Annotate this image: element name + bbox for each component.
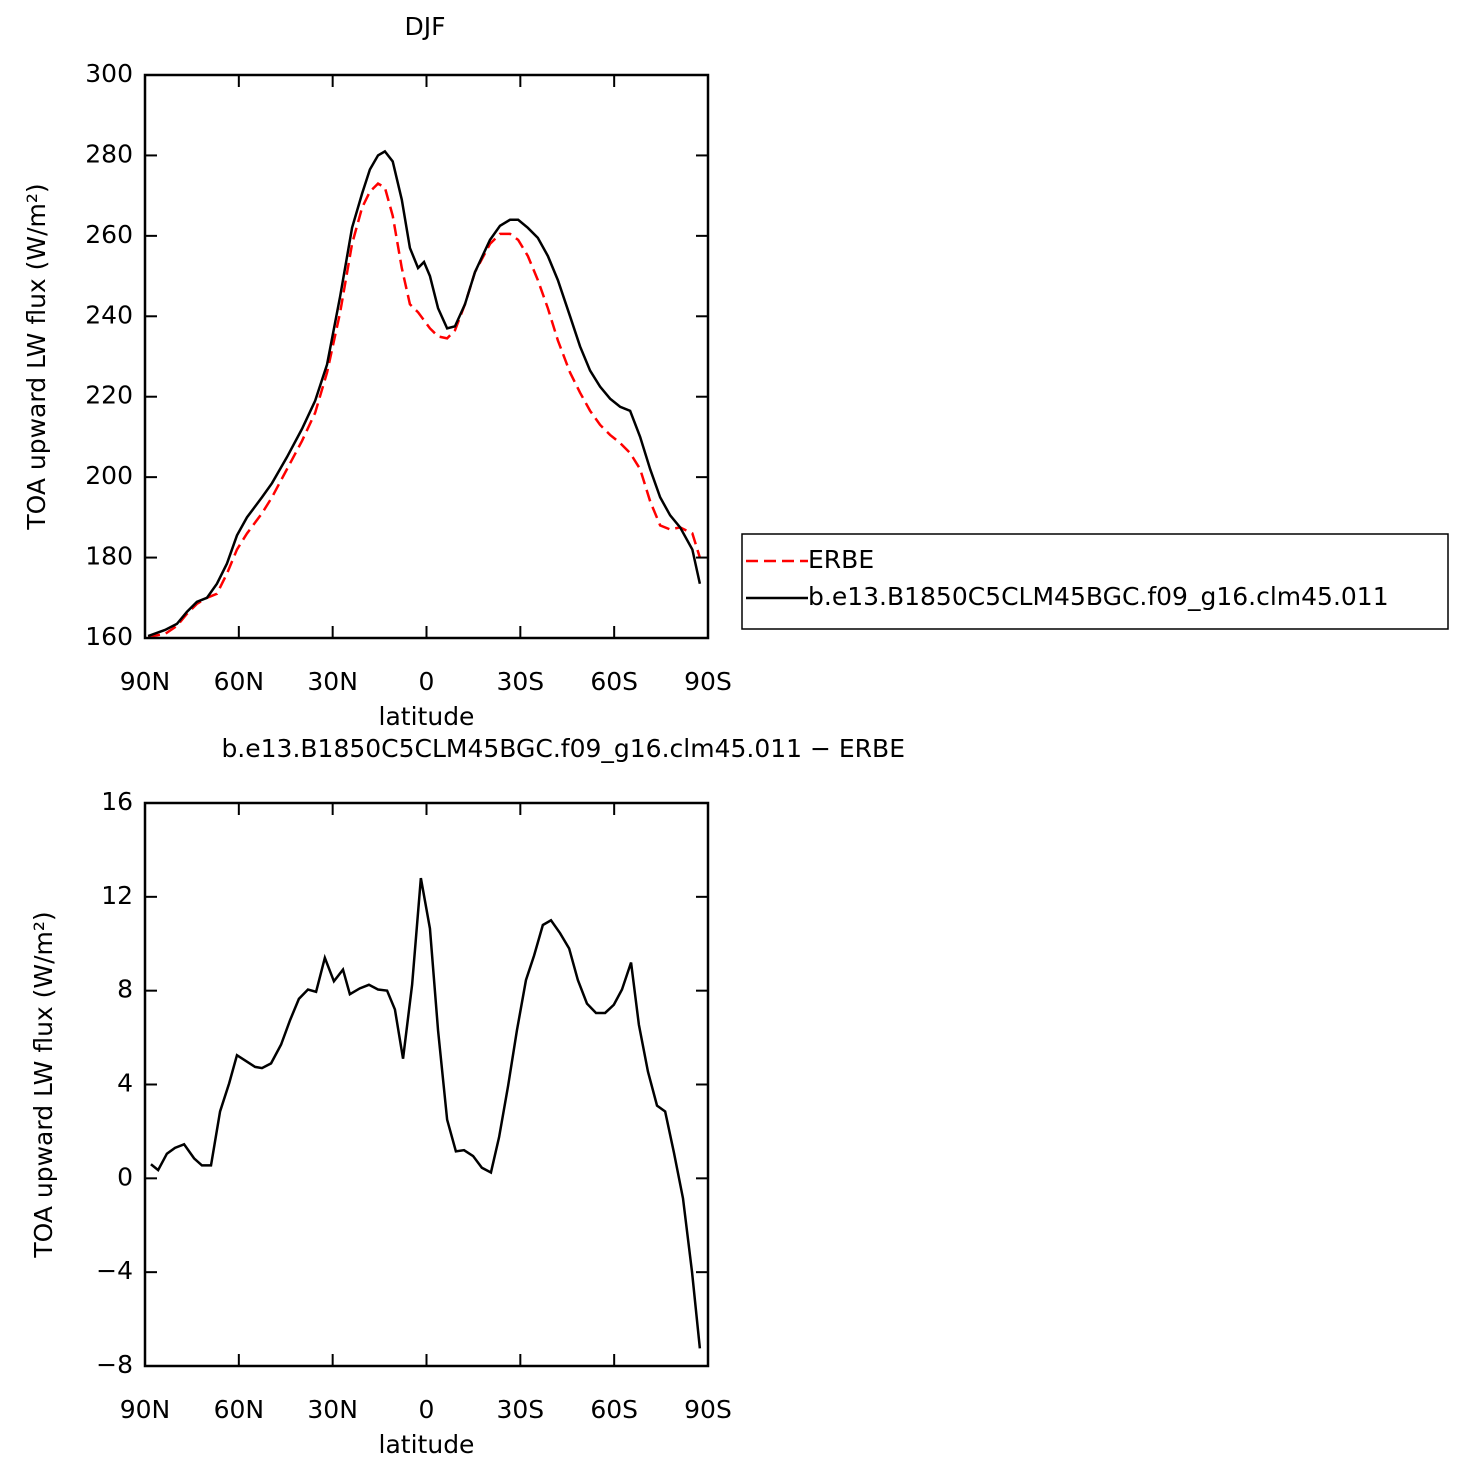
y-tick-label: 300 <box>85 59 133 88</box>
y-tick-label: 16 <box>101 787 133 816</box>
x-tick-label: 60S <box>590 1395 638 1424</box>
x-tick-label: 30S <box>496 667 544 696</box>
x-tick-label: 60N <box>214 667 265 696</box>
x-axis-label: latitude <box>379 702 475 731</box>
x-tick-label: 60S <box>590 667 638 696</box>
y-tick-label: 240 <box>85 300 133 329</box>
x-axis-label: latitude <box>379 1430 475 1459</box>
y-tick-label: 180 <box>85 542 133 571</box>
legend-label: b.e13.B1850C5CLM45BGC.f09_g16.clm45.011 <box>808 582 1389 611</box>
y-tick-label: 280 <box>85 139 133 168</box>
data-line <box>147 149 702 638</box>
y-axis-label: TOA upward LW flux (W/m²) <box>22 183 51 530</box>
x-tick-label: 90S <box>684 1395 732 1424</box>
x-tick-label: 30N <box>307 1395 358 1424</box>
y-tick-label: −4 <box>96 1256 133 1285</box>
legend-label: ERBE <box>808 545 874 574</box>
x-tick-label: 60N <box>214 1395 265 1424</box>
y-tick-label: 12 <box>101 881 133 910</box>
chart-title: b.e13.B1850C5CLM45BGC.f09_g16.clm45.011 … <box>221 734 905 763</box>
y-tick-label: 160 <box>85 622 133 651</box>
chart-title: DJF <box>404 12 445 41</box>
x-tick-label: 0 <box>419 667 435 696</box>
y-tick-label: 260 <box>85 220 133 249</box>
y-tick-label: 0 <box>117 1162 133 1191</box>
x-tick-label: 0 <box>419 1395 435 1424</box>
x-tick-label: 90N <box>120 667 171 696</box>
data-line <box>147 182 702 639</box>
y-axis-label: TOA upward LW flux (W/m²) <box>29 911 58 1258</box>
y-tick-label: 200 <box>85 461 133 490</box>
x-tick-label: 30S <box>496 1395 544 1424</box>
y-tick-label: 4 <box>117 1069 133 1098</box>
x-tick-label: 90N <box>120 1395 171 1424</box>
x-tick-label: 30N <box>307 667 358 696</box>
y-tick-label: 220 <box>85 381 133 410</box>
y-tick-label: 8 <box>117 975 133 1004</box>
data-line <box>150 877 702 1349</box>
legend-box <box>741 533 1449 630</box>
x-tick-label: 90S <box>684 667 732 696</box>
y-tick-label: −8 <box>96 1350 133 1379</box>
